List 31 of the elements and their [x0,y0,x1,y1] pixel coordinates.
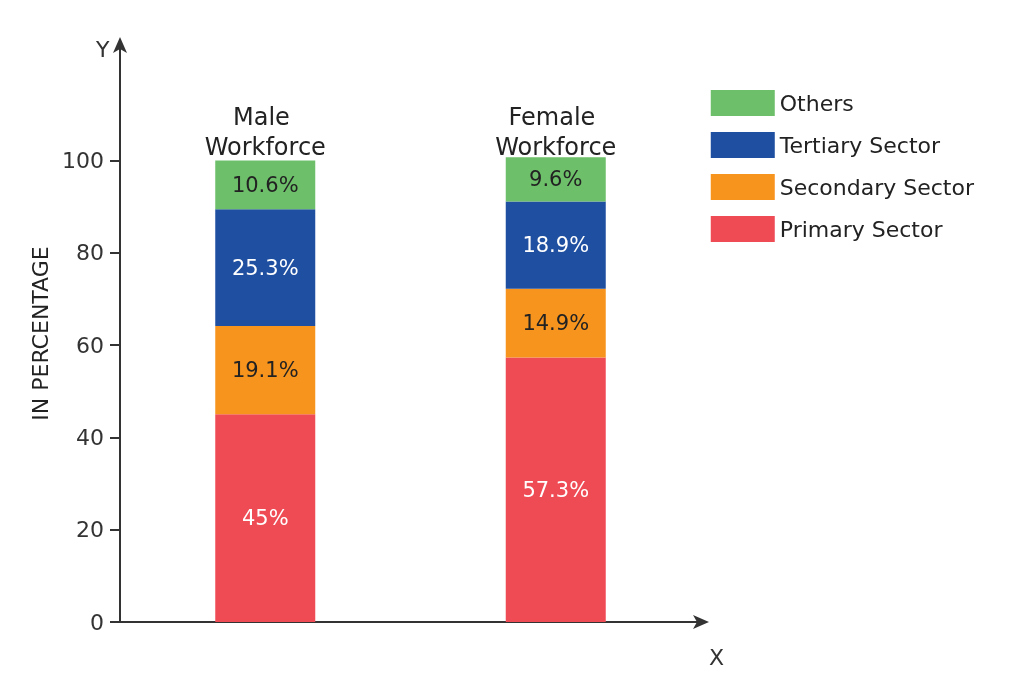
x-axis-title: X [709,644,725,670]
data-label: 14.9% [522,311,590,336]
legend-label: Secondary Sector [779,174,975,200]
data-label: 45% [241,506,289,531]
bar [505,357,606,622]
y-tick-label: 100 [62,147,104,173]
y-tick-label: 0 [90,609,104,635]
legend-label: Primary Sector [779,216,944,242]
y-tick-label: 60 [76,332,104,358]
data-label: 25.3% [231,255,299,280]
data-label: 57.3% [522,477,590,502]
x-tick-label: Female Workforce [495,103,617,161]
bar [505,288,606,358]
y-tick-label: 80 [76,240,104,266]
legend-label: Tertiary Sector [778,132,942,158]
x-tick-label: Male Workforce [204,103,326,161]
bar [505,201,606,289]
bar [215,414,316,622]
text: Y [95,36,110,62]
bar [215,326,316,415]
y-axis-title: IN PERCENTAGE [27,246,53,421]
data-label: 9.6% [529,167,583,192]
bar [215,209,316,327]
y-tick-label: 20 [76,517,104,543]
data-label: 19.1% [231,358,299,383]
y-tick-label: 40 [76,424,104,450]
legend-label: Others [779,90,854,116]
data-label: 10.6% [231,172,299,197]
data-label: 18.9% [522,233,590,258]
bar [215,160,316,210]
bar [505,157,606,202]
